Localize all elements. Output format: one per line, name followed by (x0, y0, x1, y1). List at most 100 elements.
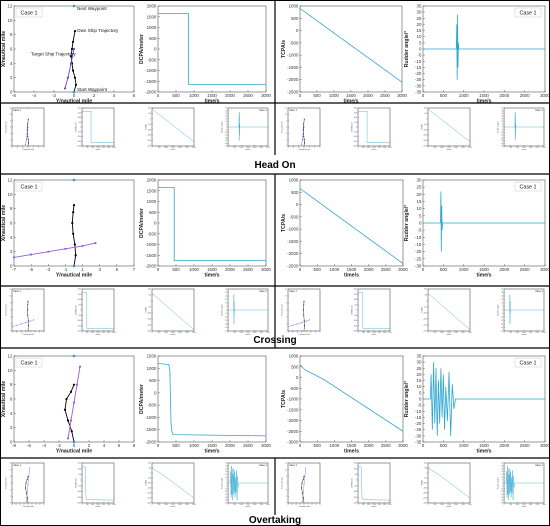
x-tick-label: 500 (172, 267, 180, 272)
x-tick-label: 2500 (260, 332, 264, 334)
y-tick-label: -500 (354, 131, 357, 133)
x-tick-label: 8 (133, 443, 136, 448)
y-tick-label: -15 (415, 415, 422, 420)
crossing-dcpa-thumbnail: 0 500 1000 1500 2000 2500 3000-2000-1500-1000-… (75, 289, 116, 337)
x-tick-label: 1500 (447, 332, 451, 334)
y-axis-label: DCPA/meter (139, 384, 145, 414)
y-tick-label: 0 (226, 310, 227, 312)
legend-label: Case 1 (289, 109, 297, 112)
x-tick-label: 500 (509, 332, 512, 334)
data-point (292, 324, 294, 326)
y-tick-label: 10 (285, 469, 287, 471)
x-axis-label: Y/nautical mile (22, 148, 34, 151)
x-tick-label: 1500 (207, 443, 217, 448)
y-tick-label: 5 (419, 213, 422, 218)
data-point (302, 132, 304, 134)
x-axis-label: Y/nautical mile (22, 505, 34, 508)
x-tick-label: 2000 (378, 332, 382, 334)
y-tick-label: 30 (501, 110, 503, 112)
y-tick-label: 5 (502, 124, 503, 126)
y-tick-label: -25 (225, 497, 227, 499)
x-tick-label: 2000 (454, 332, 458, 334)
x-tick-label: 500 (362, 332, 365, 334)
y-tick-label: 30 (225, 289, 227, 291)
data-point (71, 69, 75, 72)
data-point (72, 401, 76, 404)
x-tick-label: 3000 (112, 504, 116, 506)
x-tick-label: 1500 (347, 267, 357, 272)
y-tick-label: 10 (501, 303, 503, 305)
y-axis-label: Rudder angle/° (222, 121, 224, 133)
data-point (63, 408, 67, 411)
plot-area (427, 462, 471, 504)
plot-area (81, 107, 115, 147)
data-point (26, 479, 28, 481)
y-tick-label: 500 (149, 210, 157, 215)
x-tick-label: 2000 (102, 332, 106, 334)
y-tick-label: -35 (225, 503, 227, 505)
y-tick-label: 1000 (424, 108, 428, 110)
x-tick-label: 0 (157, 267, 160, 272)
data-point (27, 126, 29, 128)
x-axis-label: time/s (477, 99, 492, 105)
y-tick-label: -1000 (147, 483, 151, 485)
x-tick-label: 1000 (516, 147, 520, 149)
x-tick-label: 0 (504, 504, 505, 506)
x-tick-label: 2 (33, 147, 34, 149)
data-point (303, 139, 305, 141)
x-tick-label: 3000 (398, 443, 408, 448)
x-tick-label: 1000 (459, 443, 469, 448)
x-tick-label: 0 (228, 147, 229, 149)
overtaking-tcpa-chart: 0 500 1000 1500 2000 2500 3000 -3000 -2500 -2000 -… (281, 354, 408, 455)
y-tick-label: 6 (10, 310, 11, 312)
y-tick-label: -35 (501, 146, 503, 148)
x-tick-label: -8 (12, 443, 16, 448)
data-point (296, 323, 298, 325)
x-tick-label: 1000 (240, 504, 244, 506)
legend-box (15, 7, 43, 18)
y-tick-label: 10 (501, 121, 503, 123)
x-tick-label: 1000 (329, 267, 339, 272)
waypoint-marker (303, 145, 305, 147)
series-line-target (13, 242, 96, 258)
headon-rudder-thumbnail: 0 500 1000 1500 2000 2500 3000-35-30-25-20-15-… (498, 108, 546, 152)
y-axis-label: Rudder angle/° (222, 477, 224, 489)
crossing-rudder-chart: 0 500 1000 1500 2000 2500 3000 -30 -25 -20 -15 -10 -… (404, 178, 550, 279)
x-tick-label: 3000 (112, 147, 116, 149)
y-tick-label: 2 (10, 249, 13, 254)
x-axis-label: time/s (447, 333, 452, 336)
x-tick-label: 4 (113, 93, 116, 98)
x-tick-label: 500 (172, 93, 180, 98)
x-tick-label: 1000 (91, 504, 95, 506)
y-tick-label: -1000 (423, 483, 427, 485)
y-tick-label: -30 (501, 143, 503, 145)
y-tick-label: 2000 (78, 108, 82, 110)
y-tick-label: 4 (286, 133, 287, 135)
x-tick-label: 1500 (522, 147, 526, 149)
y-tick-label: 12 (8, 354, 13, 359)
x-axis-label: time/s (372, 333, 377, 336)
x-tick-label: -3 (46, 267, 50, 272)
y-tick-label: 0 (356, 310, 357, 312)
x-tick-label: 2000 (178, 147, 182, 149)
x-axis-label: time/s (246, 333, 251, 336)
x-tick-label: 6 (40, 504, 41, 506)
y-tick-label: -20 (501, 137, 503, 139)
x-tick-label: 0 (304, 147, 305, 149)
y-tick-label: 1500 (354, 463, 358, 465)
y-tick-label: 12 (8, 4, 13, 9)
x-tick-label: -7 (287, 332, 289, 334)
y-axis-label: DCPA/meter (139, 208, 145, 238)
x-tick-label: -8 (287, 504, 289, 506)
x-axis-label: time/s (372, 148, 377, 151)
x-tick-label: 1500 (522, 332, 526, 334)
headon-dcpa-thumbnail: 0 500 1000 1500 2000 2500 3000-2000-1500-1000-… (75, 108, 116, 152)
y-tick-label: 0 (10, 503, 11, 505)
y-tick-label: -15 (225, 320, 227, 322)
y-tick-label: 10 (225, 121, 227, 123)
y-tick-label: -500 (354, 315, 357, 317)
x-tick-label: -6 (291, 504, 293, 506)
x-tick-label: 0 (228, 332, 229, 334)
y-tick-label: 0 (10, 440, 13, 445)
plot-area (427, 107, 471, 147)
